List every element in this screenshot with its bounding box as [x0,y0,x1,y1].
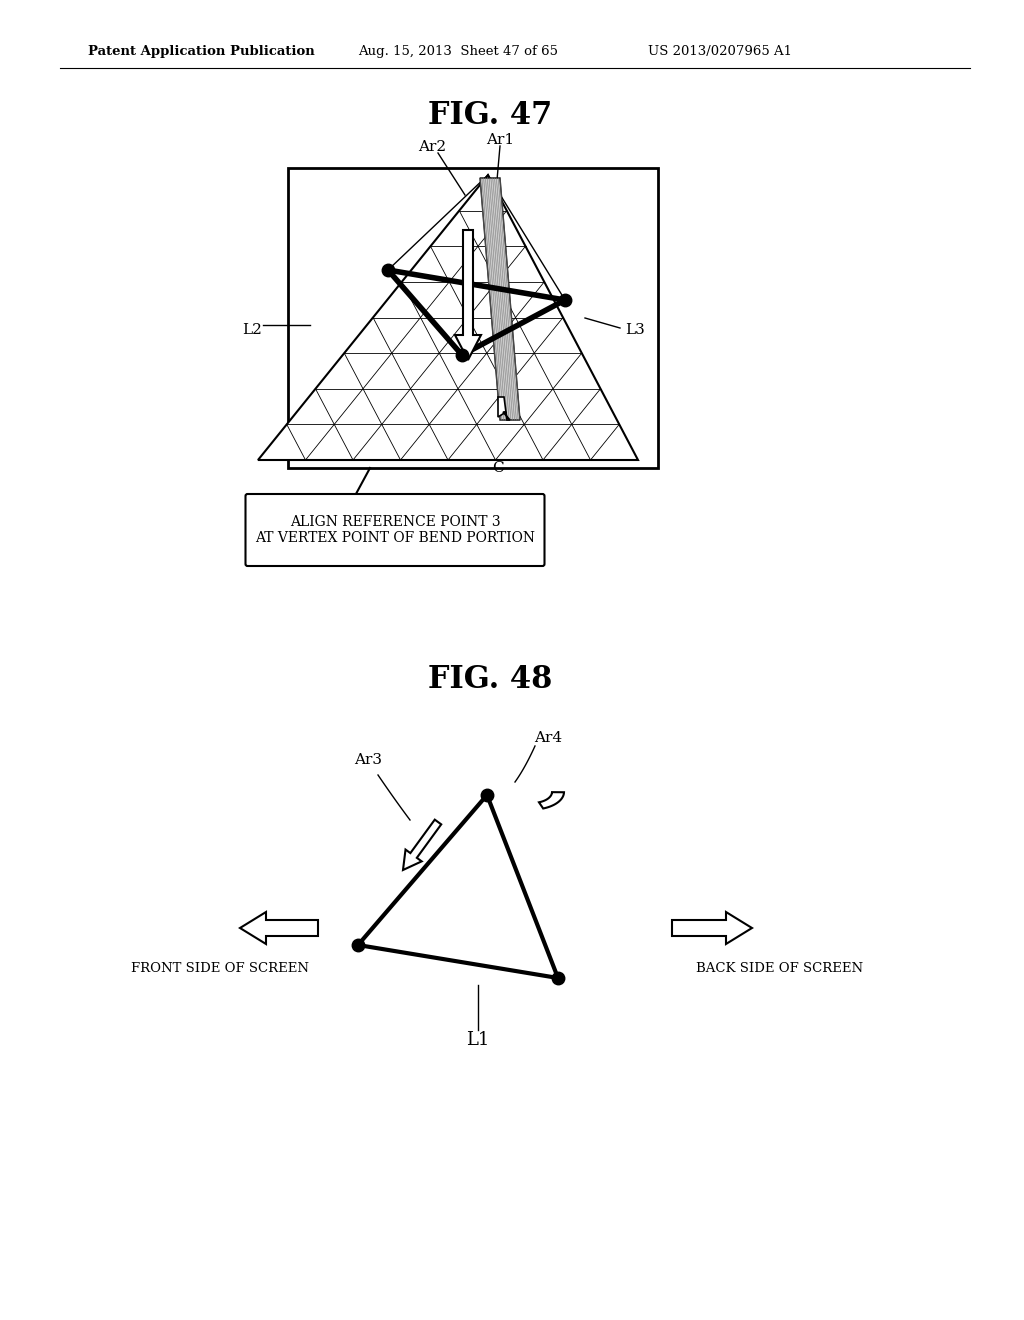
Text: Ar3: Ar3 [354,752,382,767]
Polygon shape [672,912,752,944]
Text: Ar2: Ar2 [418,140,446,154]
Text: Ar1: Ar1 [486,133,514,147]
Polygon shape [258,176,638,459]
Polygon shape [480,178,520,420]
Text: BACK SIDE OF SCREEN: BACK SIDE OF SCREEN [696,961,863,974]
Text: L3: L3 [625,323,645,337]
Polygon shape [498,397,510,420]
Text: L2: L2 [242,323,262,337]
Text: US 2013/0207965 A1: US 2013/0207965 A1 [648,45,792,58]
Text: L1: L1 [466,1031,489,1049]
Text: Ar4: Ar4 [534,731,562,744]
FancyBboxPatch shape [246,494,545,566]
Polygon shape [403,820,441,870]
Text: ALIGN REFERENCE POINT 3
AT VERTEX POINT OF BEND PORTION: ALIGN REFERENCE POINT 3 AT VERTEX POINT … [255,515,535,545]
Text: FIG. 47: FIG. 47 [428,99,552,131]
Text: FIG. 48: FIG. 48 [428,664,552,696]
Polygon shape [539,792,564,808]
Text: FRONT SIDE OF SCREEN: FRONT SIDE OF SCREEN [131,961,309,974]
Polygon shape [455,230,481,360]
Text: C: C [493,461,504,475]
Polygon shape [240,912,318,944]
Bar [288,168,658,469]
Text: Aug. 15, 2013  Sheet 47 of 65: Aug. 15, 2013 Sheet 47 of 65 [358,45,558,58]
Text: Patent Application Publication: Patent Application Publication [88,45,314,58]
